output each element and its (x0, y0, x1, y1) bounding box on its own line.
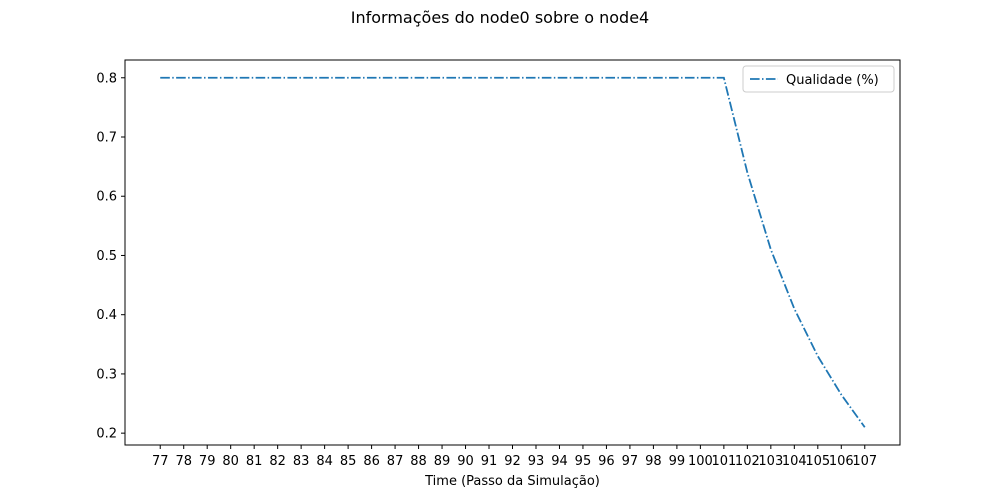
x-tick-label: 104 (782, 454, 807, 469)
x-tick-label: 81 (246, 454, 263, 469)
x-tick-label: 83 (293, 454, 310, 469)
x-tick-label: 96 (598, 454, 615, 469)
x-tick-label: 105 (805, 454, 830, 469)
x-tick-label: 103 (758, 454, 783, 469)
x-tick-label: 86 (363, 454, 380, 469)
x-tick-label: 90 (457, 454, 474, 469)
series-line (160, 76, 866, 428)
x-tick-label: 87 (387, 454, 404, 469)
x-tick-label: 89 (434, 454, 451, 469)
chart-title: Informações do node0 sobre o node4 (351, 8, 649, 27)
x-tick-label: 80 (222, 454, 239, 469)
x-axis-label: Time (Passo da Simulação) (424, 474, 600, 489)
y-axis: 0.2 0.3 0.4 0.5 0.6 0.7 0.8 (96, 71, 125, 442)
x-tick-label: 84 (316, 454, 333, 469)
x-axis: 77 78 79 80 81 82 83 84 85 86 87 88 89 90 91 92 93 94 95 96… (152, 445, 877, 469)
x-tick-label: 91 (481, 454, 498, 469)
x-tick-label: 98 (645, 454, 662, 469)
x-tick-label: 88 (410, 454, 427, 469)
series-group (160, 76, 866, 428)
x-tick-label: 79 (199, 454, 216, 469)
legend: Qualidade (%) (742, 65, 895, 93)
x-tick-label: 93 (528, 454, 545, 469)
x-tick-label: 94 (551, 454, 568, 469)
x-tick-label: 78 (175, 454, 192, 469)
y-tick-label: 0.5 (96, 249, 117, 264)
x-tick-label: 85 (340, 454, 357, 469)
x-tick-label: 92 (504, 454, 521, 469)
y-tick-label: 0.4 (96, 308, 117, 323)
y-tick-label: 0.3 (96, 367, 117, 382)
x-tick-label: 77 (152, 454, 169, 469)
y-tick-label: 0.8 (96, 71, 117, 86)
plot-frame (124, 59, 901, 446)
legend-label: Qualidade (%) (786, 73, 879, 88)
x-tick-label: 97 (622, 454, 639, 469)
x-tick-label: 102 (735, 454, 760, 469)
x-tick-label: 106 (829, 454, 854, 469)
x-tick-label: 101 (711, 454, 736, 469)
x-tick-label: 107 (852, 454, 877, 469)
legend-box (742, 65, 895, 93)
x-tick-label: 99 (669, 454, 686, 469)
x-tick-label: 100 (688, 454, 713, 469)
x-tick-label: 82 (269, 454, 286, 469)
y-tick-label: 0.6 (96, 190, 117, 205)
x-tick-label: 95 (575, 454, 592, 469)
y-tick-label: 0.2 (96, 427, 117, 442)
y-tick-label: 0.7 (96, 131, 117, 146)
